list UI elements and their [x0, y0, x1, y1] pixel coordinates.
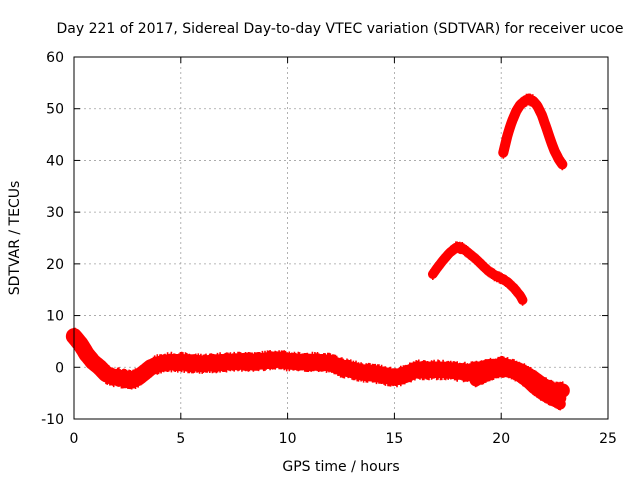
- series-arc-50: [498, 93, 568, 171]
- series-band: [495, 356, 566, 410]
- series-band: [428, 242, 528, 305]
- x-tick-label: 20: [492, 431, 510, 447]
- chart-title: Day 221 of 2017, Sidereal Day-to-day VTE…: [57, 21, 624, 37]
- y-tick-label: 0: [55, 360, 64, 376]
- series-arc-20: [428, 241, 528, 306]
- y-tick-label: 50: [46, 102, 64, 118]
- x-tick-label: 10: [279, 431, 297, 447]
- x-tick-label: 25: [599, 431, 617, 447]
- x-tick-label: 5: [176, 431, 185, 447]
- y-tick-label: 20: [46, 257, 64, 273]
- data-series: [65, 93, 570, 411]
- x-axis-label: GPS time / hours: [282, 459, 399, 475]
- y-axis-label: SDTVAR / TECUs: [7, 181, 23, 296]
- y-tick-labels: -10 0 10 20 30 40 50 60: [41, 50, 64, 428]
- y-tick-label: 60: [46, 50, 64, 66]
- series-band: [498, 94, 568, 170]
- y-tick-label: 40: [46, 153, 64, 169]
- x-tick-label: 0: [70, 431, 79, 447]
- axis-ticks: [73, 56, 609, 420]
- plot-frame: [73, 56, 609, 420]
- y-tick-label: 10: [46, 309, 64, 325]
- y-tick-label: 30: [46, 205, 64, 221]
- series-band: [65, 328, 509, 389]
- series-main-band: [65, 327, 509, 390]
- series-tail-lower: [495, 355, 566, 411]
- y-tick-label: -10: [41, 412, 64, 428]
- x-tick-label: 15: [385, 431, 403, 447]
- x-tick-labels: 0 5 10 15 20 25: [70, 431, 617, 447]
